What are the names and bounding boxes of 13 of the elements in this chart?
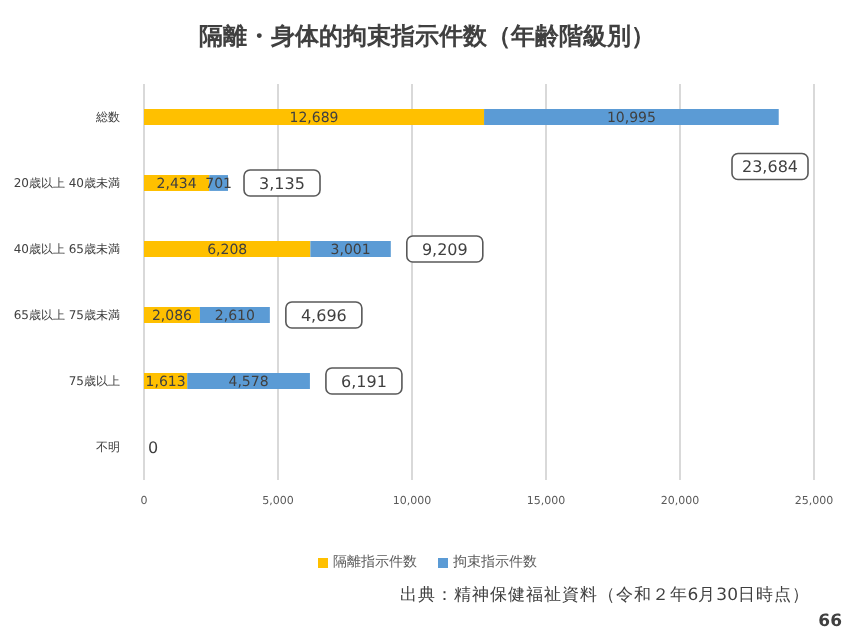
bar xyxy=(484,109,779,125)
bar xyxy=(187,373,310,389)
bar xyxy=(144,109,485,125)
source-note: 出典：精神保健福祉資料（令和２年6月30日時点） xyxy=(399,584,810,608)
total-label: 0 xyxy=(148,438,159,457)
text: 66 xyxy=(818,612,842,632)
total-label: 3,135 xyxy=(259,174,305,193)
total-label: 9,209 xyxy=(421,240,468,259)
total-label: 4,696 xyxy=(300,306,347,325)
total-label: 23,684 xyxy=(742,158,798,177)
bar xyxy=(144,241,311,257)
chart-title: 隔離・身体的拘束指示件数（年齢階級別） xyxy=(197,20,657,54)
total-label: 6,191 xyxy=(341,372,387,391)
